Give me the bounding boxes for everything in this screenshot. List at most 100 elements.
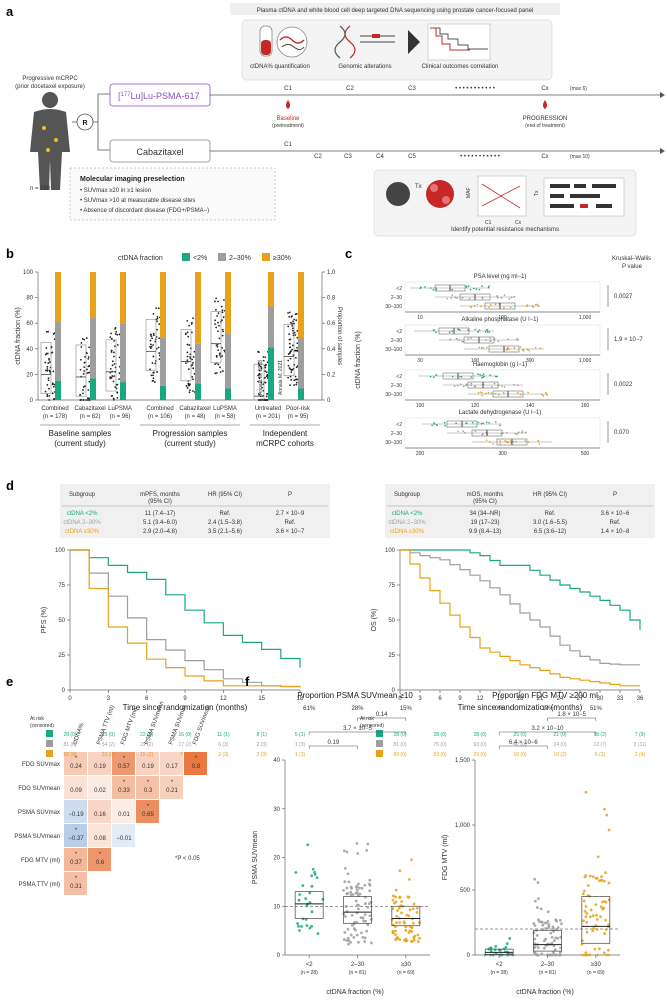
- pfs-table-header: HR (95% CI): [208, 492, 242, 498]
- b-dot: [156, 320, 158, 323]
- b-box: [145, 319, 157, 371]
- pfs-risk-value: 2 (3): [218, 752, 229, 758]
- f-right-dot: [536, 946, 540, 950]
- e-cell-star: *: [123, 756, 126, 762]
- f-right-dot: [580, 939, 584, 943]
- b-bar-≥30%: [120, 272, 126, 324]
- pfs-table-cell: ctDNA ≥30%: [65, 529, 100, 535]
- pfs-xtick-label: 18: [297, 696, 304, 702]
- e-cell-value: 0.3: [144, 788, 153, 794]
- c-dot: [465, 383, 468, 385]
- c-dot: [501, 385, 503, 388]
- f-right-dot: [593, 947, 597, 951]
- f-right-dot: [540, 920, 543, 924]
- f-right-dot: [599, 905, 603, 909]
- f-right-dot: [542, 939, 546, 943]
- b-dot: [296, 329, 299, 332]
- b-dot: [118, 378, 120, 381]
- f-left-dot: [351, 893, 355, 896]
- c-dot: [504, 439, 507, 442]
- c-dot: [482, 346, 485, 349]
- c-dot: [525, 305, 528, 308]
- b-dot: [289, 384, 292, 387]
- f-right-dot: [582, 919, 585, 923]
- f-left-dot: [294, 871, 298, 874]
- c-dot: [470, 382, 472, 385]
- c-panel-title: Haemoglobin (g l−1): [473, 362, 527, 368]
- arrow-icon: [408, 30, 420, 54]
- f-right-dot: [584, 790, 588, 794]
- c-dot: [513, 295, 516, 298]
- c-dot: [448, 331, 451, 334]
- b-dot: [86, 368, 88, 371]
- os-risk-value: 7 (9): [635, 732, 646, 738]
- os-table-header-sub: (95% CI): [473, 499, 497, 505]
- c-pvalue: 1.9 × 10−7: [614, 337, 643, 343]
- f-left-dot: [298, 893, 302, 896]
- os-xtick-label: 9: [458, 696, 462, 702]
- f-right-dot: [560, 922, 563, 926]
- c-xtick-label: 120: [471, 403, 480, 409]
- c-dot: [541, 393, 543, 396]
- f-left-dot: [297, 925, 300, 928]
- f-left-dot: [398, 896, 402, 899]
- b-dot: [221, 309, 224, 312]
- b-dot: [288, 315, 291, 318]
- f-right-dot: [583, 909, 587, 913]
- pfs-atrisk: At risk: [30, 716, 44, 722]
- b-dot: [81, 337, 84, 340]
- b-y2tick-label: 0.8: [327, 296, 336, 302]
- f-left-dot: [404, 925, 408, 929]
- e-cell-value: 0.02: [94, 788, 106, 794]
- b-dot: [222, 330, 225, 333]
- group-baseline: Baseline samples: [49, 429, 112, 438]
- pfs-table-cell: 2.7 × 10−9: [276, 511, 305, 517]
- b-y2tick-label: 0.4: [327, 347, 336, 353]
- e-col-label: FDG MTV (ml): [120, 707, 139, 746]
- b-dot: [294, 334, 297, 336]
- f-right-dot: [539, 907, 543, 911]
- e-cell: [112, 752, 135, 775]
- f-left-dot: [365, 929, 369, 933]
- b-dot: [215, 354, 218, 357]
- b-dot: [192, 317, 194, 320]
- b-dot: [45, 369, 47, 372]
- b-dot: [221, 355, 224, 357]
- n-label: n = 180: [30, 186, 51, 192]
- os-table-cell: 19 (17–23): [470, 520, 499, 526]
- b-dot: [292, 320, 294, 323]
- c-dot: [539, 347, 542, 350]
- b-dot: [152, 355, 155, 358]
- b-bar-≥30%: [268, 272, 274, 307]
- c-dot: [449, 338, 452, 341]
- pfs-risk-value: 11 (1): [217, 732, 230, 738]
- f-left-dot: [416, 940, 420, 943]
- f-left-dot: [410, 940, 413, 943]
- e-cell: [112, 824, 135, 847]
- b-dot: [191, 321, 193, 324]
- b-dot: [287, 312, 289, 314]
- b-bar-<2%: [120, 382, 126, 400]
- c-dot: [485, 421, 488, 424]
- b-dot: [193, 350, 196, 353]
- km-mini-icon: [427, 23, 491, 61]
- f-right-dot: [547, 923, 551, 926]
- c-dot: [527, 391, 529, 394]
- b-dot: [221, 370, 224, 372]
- e-cell: [136, 752, 159, 775]
- b-dot: [261, 386, 264, 389]
- b-dot: [84, 355, 86, 358]
- c-dot: [459, 383, 462, 386]
- b-dot: [288, 342, 291, 345]
- f-right-dot: [588, 915, 592, 919]
- c-dot: [514, 432, 517, 435]
- f-left-dot: [310, 910, 314, 914]
- f-left-dot: [410, 858, 413, 862]
- b-dot: [192, 378, 194, 381]
- os-risk-value: 21 (0): [553, 732, 566, 738]
- f-left-dot: [349, 940, 353, 944]
- f-left-dot: [304, 897, 308, 901]
- os-table-cell: Ref.: [544, 511, 555, 517]
- f-left-ytick-label: 40: [273, 758, 280, 764]
- b-dot: [291, 368, 294, 371]
